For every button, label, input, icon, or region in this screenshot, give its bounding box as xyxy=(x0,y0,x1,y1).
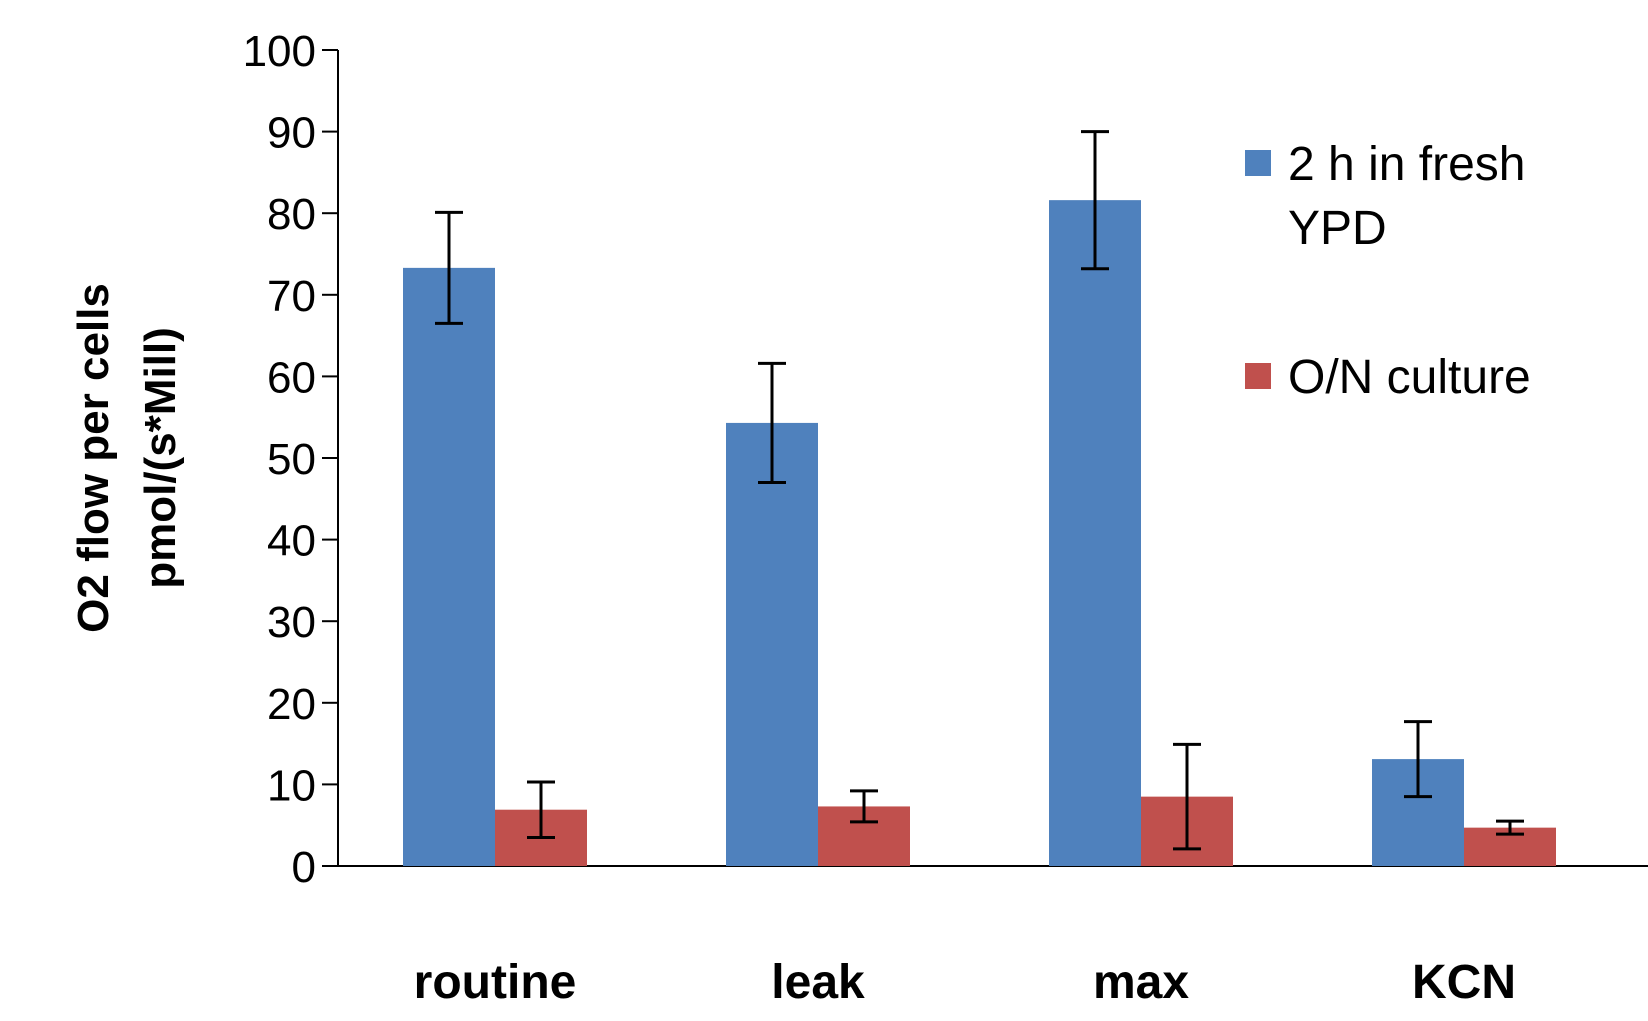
legend: 2 h in fresh YPD O/N culture xyxy=(1245,138,1531,404)
x-axis-category-labels: routine leak max KCN xyxy=(414,956,1516,1009)
y-axis-title-line: O2 flow per cells xyxy=(69,283,118,633)
bar-routine-series-1 xyxy=(403,267,495,866)
legend-label: 2 h in fresh xyxy=(1288,138,1525,191)
y-axis-title-line: pmol/(s*Mill) xyxy=(136,327,185,589)
y-tick-label: 20 xyxy=(267,680,316,729)
legend-swatch xyxy=(1245,363,1271,389)
legend-swatch xyxy=(1245,150,1271,176)
category-label-KCN: KCN xyxy=(1412,956,1516,1009)
y-tick-label: 100 xyxy=(243,27,316,76)
category-label-leak: leak xyxy=(771,956,865,1009)
bars xyxy=(403,200,1556,867)
error-bars xyxy=(435,130,1524,851)
y-tick-label: 40 xyxy=(267,517,316,566)
category-label-routine: routine xyxy=(414,956,577,1009)
y-tick-label: 60 xyxy=(267,353,316,402)
y-tick-label: 70 xyxy=(267,272,316,321)
y-tick-label: 80 xyxy=(267,190,316,239)
legend-label: YPD xyxy=(1288,202,1387,255)
y-tick-label: 10 xyxy=(267,761,316,810)
bar-max-series-1 xyxy=(1049,200,1141,867)
y-axis-label: O2 flow per cells pmol/(s*Mill) xyxy=(69,283,185,633)
bar-leak-series-1 xyxy=(726,422,818,866)
category-label-max: max xyxy=(1093,956,1189,1009)
y-tick-label: 90 xyxy=(267,109,316,158)
y-tick-label: 30 xyxy=(267,598,316,647)
y-tick-label: 50 xyxy=(267,435,316,484)
legend-label: O/N culture xyxy=(1288,351,1531,404)
y-tick-label: 0 xyxy=(292,843,316,892)
y-axis-ticks: 0 10 20 30 40 50 60 70 80 90 100 xyxy=(243,27,338,892)
